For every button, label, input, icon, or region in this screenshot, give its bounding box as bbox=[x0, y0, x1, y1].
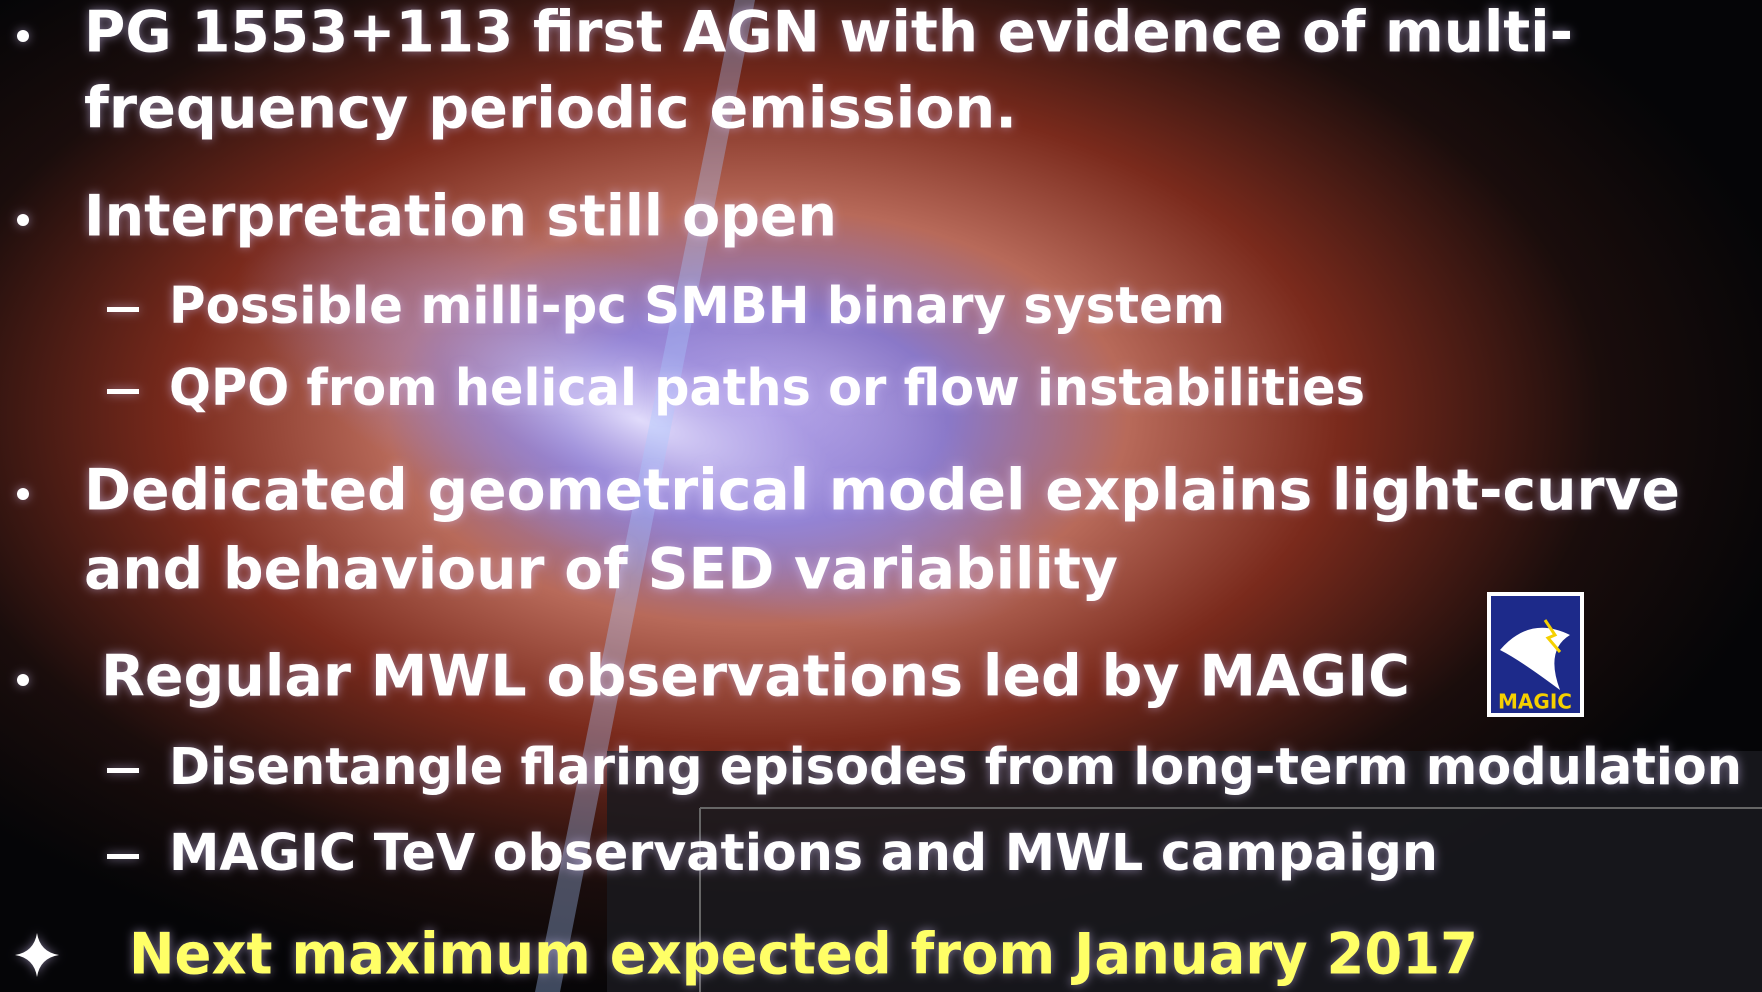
bullet bbox=[17, 30, 29, 42]
bullet bbox=[17, 674, 29, 686]
bullet-text: Interpretation still open bbox=[84, 184, 837, 250]
bullet-text: frequency periodic emission. bbox=[84, 76, 1017, 142]
sub-bullet-text: QPO from helical paths or flow instabili… bbox=[169, 359, 1365, 418]
bullet-text: and behaviour of SED variability bbox=[84, 537, 1118, 603]
bullet-text: PG 1553+113 first AGN with evidence of m… bbox=[84, 0, 1573, 66]
highlight-line: Next maximum expected from January 2017 bbox=[15, 922, 1478, 988]
sub-bullet-text: Possible milli-pc SMBH binary system bbox=[169, 277, 1225, 336]
dash bbox=[107, 768, 139, 773]
bullet bbox=[17, 488, 29, 500]
bullet-text: Dedicated geometrical model explains lig… bbox=[84, 458, 1680, 524]
sub-bullet-text: MAGIC TeV observations and MWL campaign bbox=[169, 824, 1438, 883]
magic-logo: MAGIC bbox=[1487, 592, 1584, 717]
dash bbox=[107, 389, 139, 394]
highlight-text: Next maximum expected from January 2017 bbox=[129, 922, 1478, 988]
logo-text: MAGIC bbox=[1498, 690, 1572, 714]
sub-bullet-text: Disentangle flaring episodes from long-t… bbox=[169, 738, 1742, 797]
slide: MAGIC PG 1553+113 first AGN with evidenc… bbox=[0, 0, 1762, 992]
dash bbox=[107, 854, 139, 859]
bullet bbox=[17, 214, 29, 226]
bullet-text: Regular MWL observations led by MAGIC bbox=[101, 644, 1410, 710]
dash bbox=[107, 307, 139, 312]
